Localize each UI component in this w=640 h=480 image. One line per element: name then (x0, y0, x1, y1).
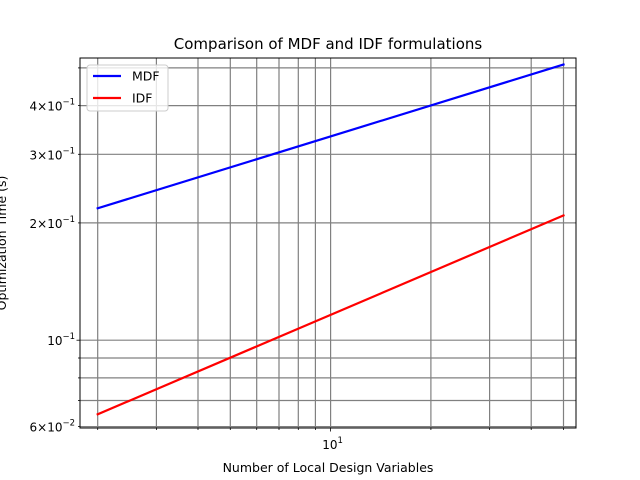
chart-title: Comparison of MDF and IDF formulations (174, 35, 483, 53)
y-tick-label: 4×10−1 (30, 98, 76, 114)
series-line-idf (96, 213, 565, 416)
legend: MDF IDF (86, 64, 169, 112)
y-tick-label: 6×10−2 (30, 419, 76, 435)
y-tick-label: 3×10−1 (30, 146, 76, 162)
x-tick-label: 101 (322, 436, 343, 452)
y-axis-label: Optimization Time (s) (0, 176, 9, 311)
plot-frame (79, 57, 577, 429)
legend-label-idf: IDF (132, 91, 153, 106)
y-tick-label: 10−1 (47, 332, 75, 348)
ticks-layer: 101 6×10−2 10−1 2×10−1 3×10−1 4×10−1 (30, 67, 564, 452)
legend-label-mdf: MDF (132, 69, 160, 84)
grid-layer (80, 58, 576, 428)
series-layer (96, 63, 565, 416)
y-tick-label: 2×10−1 (30, 215, 76, 231)
series-line-mdf (96, 63, 565, 210)
x-axis-label: Number of Local Design Variables (223, 460, 434, 475)
